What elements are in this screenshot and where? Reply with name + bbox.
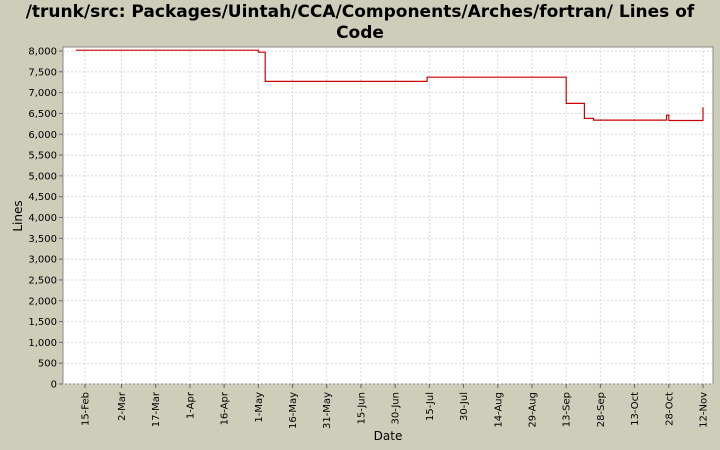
y-tick-label: 7,000 — [28, 88, 57, 99]
x-tick-label: 28-Oct — [664, 392, 675, 426]
x-gridlines — [84, 47, 704, 384]
x-tick-label: 15-Feb — [81, 392, 92, 426]
y-tick-label: 2,500 — [28, 275, 57, 286]
y-axis-ticks: 0 500 1,000 1,500 2,000 2,500 3,000 3,500 4,000 4… — [28, 47, 63, 391]
y-tick-label: 500 — [38, 359, 57, 370]
y-tick-label: 3,500 — [28, 234, 57, 245]
chart-title: /trunk/src: Packages/Uintah/CCA/Componen… — [25, 2, 695, 43]
y-gridlines — [63, 50, 713, 385]
x-tick-label: 30-Jun — [391, 392, 402, 425]
y-tick-label: 0 — [51, 380, 57, 391]
x-tick-label: 15-Jul — [425, 392, 436, 421]
x-axis-ticks: 15-Feb 2-Mar 17-Mar 1-Apr 16-Apr 1-May 16-May 3… — [81, 384, 710, 429]
x-axis-label: Date — [374, 429, 403, 443]
x-tick-label: 13-Oct — [630, 392, 641, 426]
y-tick-label: 6,000 — [28, 130, 57, 141]
y-axis-label: Lines — [11, 200, 25, 231]
y-tick-label: 7,500 — [28, 67, 57, 78]
series-group — [75, 49, 704, 122]
x-tick-label: 1-Apr — [185, 391, 196, 419]
x-tick-label: 30-Jul — [459, 392, 470, 421]
x-tick-label: 1-May — [254, 392, 265, 423]
y-tick-label: 6,500 — [28, 109, 57, 120]
x-tick-label: 31-May — [322, 392, 333, 429]
x-tick-label: 17-Mar — [151, 391, 162, 427]
x-tick-label: 28-Sep — [596, 392, 607, 427]
x-tick-label: 13-Sep — [562, 392, 573, 427]
y-tick-label: 5,000 — [28, 171, 57, 182]
x-tick-label: 16-May — [288, 392, 299, 429]
y-tick-label: 2,000 — [28, 296, 57, 307]
y-tick-label: 4,500 — [28, 192, 57, 203]
y-tick-label: 1,000 — [28, 338, 57, 349]
plot-area — [62, 46, 714, 385]
series-line — [75, 49, 704, 122]
y-tick-label: 1,500 — [28, 317, 57, 328]
y-tick-label: 3,000 — [28, 255, 57, 266]
y-tick-label: 8,000 — [28, 47, 57, 58]
x-tick-label: 14-Aug — [493, 392, 504, 428]
x-tick-label: 2-Mar — [117, 391, 128, 421]
x-tick-label: 15-Jun — [356, 392, 367, 425]
x-tick-label: 29-Aug — [527, 392, 538, 428]
x-tick-label: 16-Apr — [220, 391, 231, 425]
y-tick-label: 5,500 — [28, 151, 57, 162]
x-tick-label: 12-Nov — [699, 392, 710, 428]
y-tick-label: 4,000 — [28, 213, 57, 224]
